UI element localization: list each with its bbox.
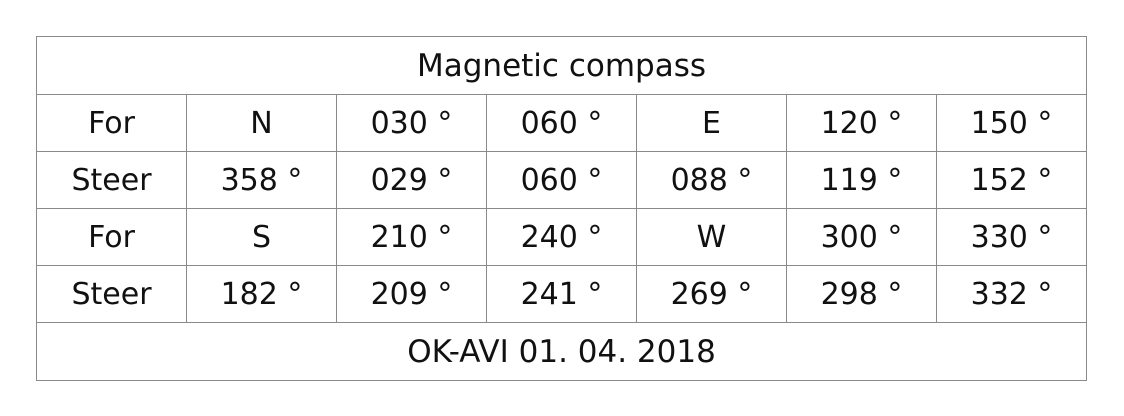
- table-cell: 332 °: [935, 265, 1088, 323]
- table-cell: 088 °: [636, 151, 787, 209]
- table-cell: 209 °: [336, 265, 487, 323]
- table-row: Steer 358 ° 029 ° 060 ° 088 ° 119 ° 152 …: [36, 151, 1088, 209]
- table-cell: W: [636, 208, 787, 266]
- footer-row: OK-AVI 01. 04. 2018: [35, 322, 1088, 381]
- table-cell: 150 °: [935, 94, 1088, 152]
- table-title: Magnetic compass: [35, 36, 1088, 95]
- table-cell: 210 °: [336, 208, 487, 266]
- table-cell: 240 °: [486, 208, 637, 266]
- table-cell: S: [186, 208, 337, 266]
- table-cell: 298 °: [786, 265, 937, 323]
- table-cell: 358 °: [186, 151, 337, 209]
- compass-deviation-card: Magnetic compass For N 030 ° 060 ° E 120…: [35, 36, 1088, 381]
- table-cell: 182 °: [186, 265, 337, 323]
- table-cell: 330 °: [935, 208, 1088, 266]
- table-cell: 241 °: [486, 265, 637, 323]
- table-row: For S 210 ° 240 ° W 300 ° 330 °: [36, 208, 1088, 266]
- table-cell: 029 °: [336, 151, 487, 209]
- table-cell: N: [186, 94, 337, 152]
- table-footer: OK-AVI 01. 04. 2018: [35, 322, 1088, 381]
- row-label: Steer: [36, 265, 187, 323]
- row-label: Steer: [36, 151, 187, 209]
- row-label: For: [36, 208, 187, 266]
- row-label: For: [36, 94, 187, 152]
- title-row: Magnetic compass: [35, 36, 1088, 95]
- table-cell: 119 °: [786, 151, 937, 209]
- compass-deviation-table: Magnetic compass For N 030 ° 060 ° E 120…: [35, 36, 1088, 381]
- table-cell: 300 °: [786, 208, 937, 266]
- table-cell: 120 °: [786, 94, 937, 152]
- table-cell: E: [636, 94, 787, 152]
- table-cell: 269 °: [636, 265, 787, 323]
- table-cell: 060 °: [486, 151, 637, 209]
- table-row: Steer 182 ° 209 ° 241 ° 269 ° 298 ° 332 …: [36, 265, 1088, 323]
- table-cell: 030 °: [336, 94, 487, 152]
- table-row: For N 030 ° 060 ° E 120 ° 150 °: [36, 94, 1088, 152]
- table-cell: 060 °: [486, 94, 637, 152]
- table-cell: 152 °: [935, 151, 1088, 209]
